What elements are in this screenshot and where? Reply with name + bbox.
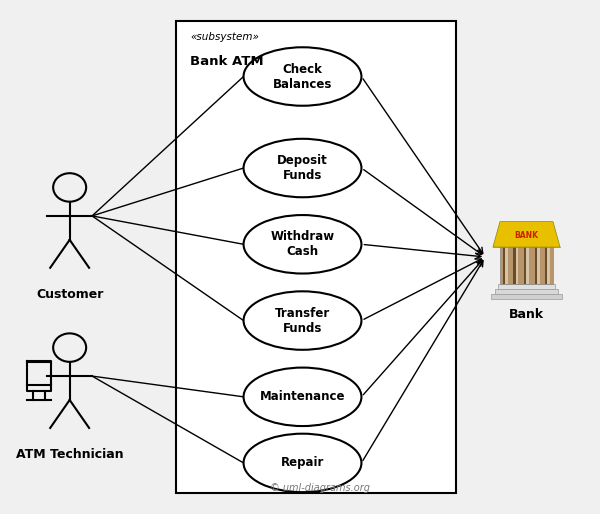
Text: Transfer
Funds: Transfer Funds — [275, 306, 330, 335]
Bar — [545, 247, 547, 284]
Bar — [535, 247, 537, 284]
Ellipse shape — [244, 368, 361, 426]
Bar — [498, 284, 555, 289]
Text: Check
Balances: Check Balances — [273, 63, 332, 90]
Bar — [537, 247, 539, 284]
Text: Withdraw
Cash: Withdraw Cash — [271, 230, 335, 259]
Text: «subsystem»: «subsystem» — [190, 32, 259, 42]
Ellipse shape — [244, 47, 361, 106]
Bar — [503, 247, 505, 284]
Bar — [505, 247, 508, 284]
Text: Maintenance: Maintenance — [260, 390, 345, 403]
Polygon shape — [493, 222, 560, 247]
Ellipse shape — [244, 434, 361, 492]
Bar — [500, 241, 553, 284]
Bar — [494, 289, 559, 294]
Text: © uml-diagrams.org: © uml-diagrams.org — [270, 483, 370, 493]
Text: Bank: Bank — [509, 308, 544, 321]
Text: Deposit
Funds: Deposit Funds — [277, 154, 328, 182]
Text: Customer: Customer — [36, 287, 103, 301]
Ellipse shape — [244, 139, 361, 197]
Text: BANK: BANK — [514, 231, 538, 240]
FancyBboxPatch shape — [176, 21, 456, 493]
Bar — [515, 247, 518, 284]
Bar — [491, 294, 562, 299]
Text: Bank ATM: Bank ATM — [190, 55, 264, 68]
Ellipse shape — [244, 291, 361, 350]
Bar — [524, 247, 526, 284]
Bar — [514, 247, 515, 284]
Bar — [526, 247, 529, 284]
Text: Repair: Repair — [281, 456, 324, 469]
Bar — [547, 247, 550, 284]
Text: ATM Technician: ATM Technician — [16, 448, 124, 461]
Ellipse shape — [244, 215, 361, 273]
